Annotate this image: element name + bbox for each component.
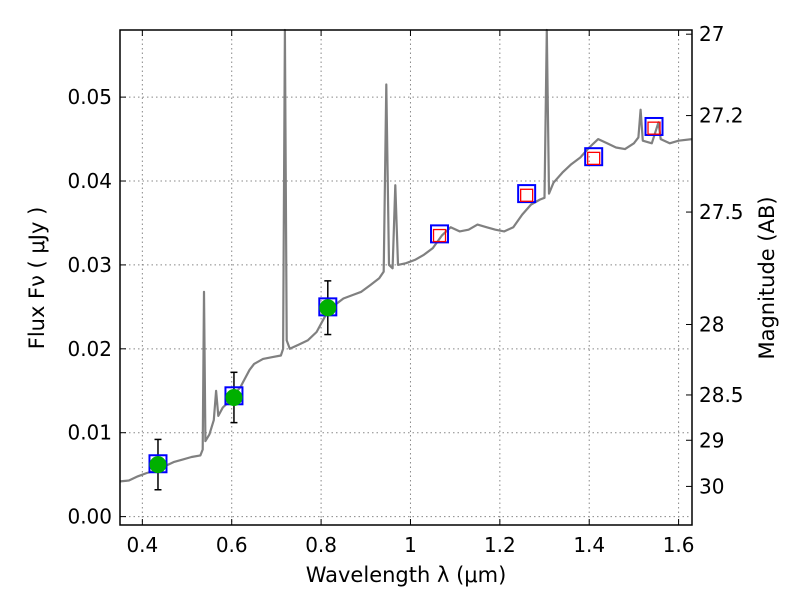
magnitude-tick-label: 27.2 [699,104,744,128]
observed-point [319,299,337,317]
plot-frame [119,29,693,526]
y-axis-label: Flux Fν ( μJy ) [25,207,49,350]
model-square-red [520,188,534,202]
magnitude-tick-label: 29 [699,428,724,452]
model-square-blue [517,184,537,204]
y-tick-label: 0.05 [67,85,112,109]
y-tick-label: 0.02 [67,337,112,361]
grid [120,30,692,525]
magnitude-tick-label: 27.5 [699,200,744,224]
spectrum-layer [119,28,693,483]
spectrum-line [119,28,693,483]
x-axis-label: Wavelength λ (μm) [306,563,507,587]
y-tick-label: 0.01 [67,421,112,445]
x-tick-label: 0.6 [216,533,248,557]
magnitude-tick-label: 30 [699,474,724,498]
y2-axis-label: Magnitude (AB) [755,196,779,359]
ticks-layer: 0.4 0.6 0.8 1 1.2 1.4 1.6 0.00 0.01 0.02 0.03 0.04 0… [67,22,743,557]
observed-point [149,456,167,474]
magnitude-tick-label: 28 [699,312,724,336]
y-tick-label: 0.03 [67,253,112,277]
y-tick-label: 0.04 [67,169,112,193]
model-square-blue [430,224,450,244]
model-square-blue [584,147,604,167]
magnitude-tick-label: 27 [699,22,724,46]
x-tick-label: 1.6 [663,533,695,557]
marker-layer [148,116,664,491]
model-square-red [647,121,661,135]
x-tick-label: 0.4 [126,533,158,557]
model-square-red [587,151,601,166]
observed-point [225,388,243,406]
magnitude-tick-label: 28.5 [699,383,744,407]
x-tick-label: 1.4 [573,533,605,557]
model-square-blue [644,116,664,136]
x-tick-label: 1.2 [484,533,516,557]
model-square-red [432,228,447,243]
y-tick-label: 0.00 [67,505,112,529]
x-tick-label: 1 [404,533,417,557]
x-tick-label: 0.8 [305,533,337,557]
